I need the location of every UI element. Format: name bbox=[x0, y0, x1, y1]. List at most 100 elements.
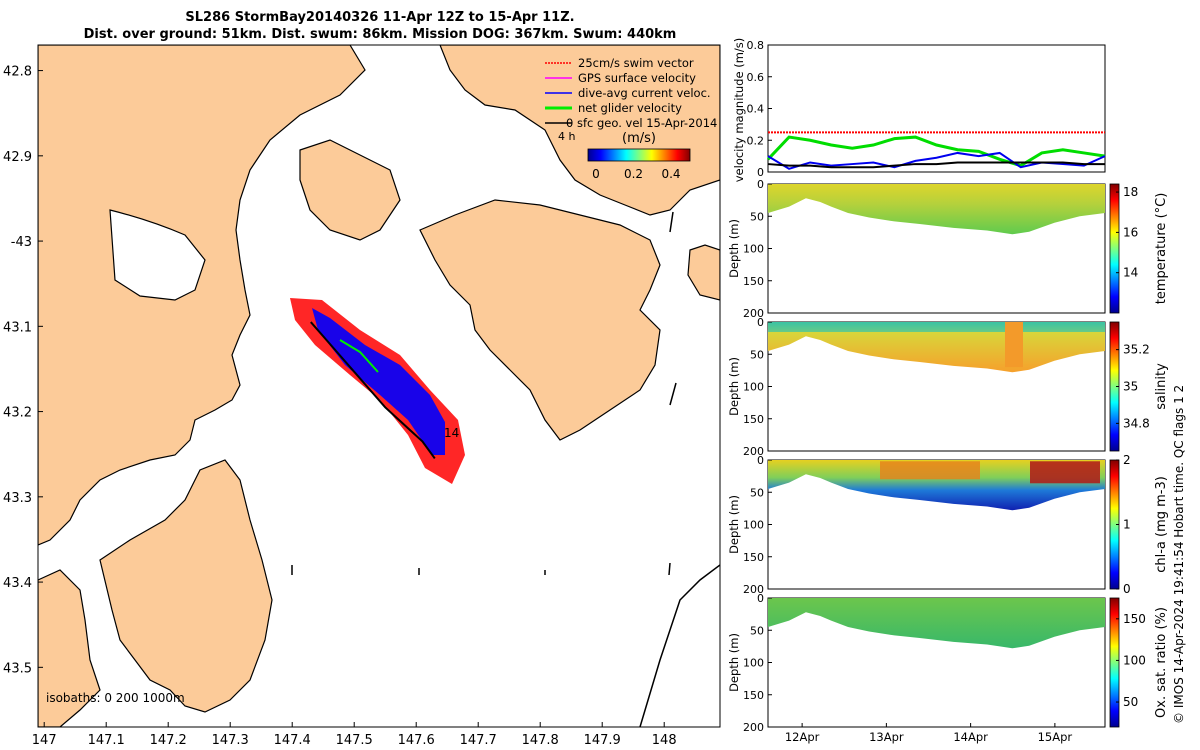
colorbar-tick-label: 100 bbox=[1123, 653, 1146, 667]
section-y-tick-label: 150 bbox=[743, 689, 764, 702]
section-ylabel: Depth (m) bbox=[727, 495, 741, 554]
velocity-series bbox=[766, 131, 1106, 170]
map-x-tick-label: 147.5 bbox=[336, 733, 373, 748]
map-y-tick-label: 43.4 bbox=[3, 576, 32, 591]
section-x-tick-label: 13Apr bbox=[869, 730, 904, 744]
colorbar-tick-label: 35.2 bbox=[1123, 343, 1150, 357]
velocity-axes-frame bbox=[767, 44, 1106, 173]
colorbar-tick-label: 0 bbox=[1123, 582, 1131, 596]
velocity-y-tick-label: 0.2 bbox=[747, 134, 765, 147]
section-panel-temperature: 0 50 100 150 200 Depth (m) 14 16 18 temperature (… bbox=[727, 178, 1169, 320]
section-y-tick-label: 0 bbox=[757, 592, 764, 605]
map-x-tick-label: 147.6 bbox=[398, 733, 435, 748]
current-vector-band bbox=[312, 308, 445, 455]
map-y-tick-label: 43.2 bbox=[3, 406, 32, 421]
arrow-mark bbox=[668, 562, 671, 576]
velocity-series-line bbox=[767, 161, 1105, 169]
legend-item-label: net glider velocity bbox=[578, 101, 682, 115]
section-y-tick-label: 200 bbox=[743, 445, 764, 458]
legend-item-label: 0 sfc geo. vel 15-Apr-2014 bbox=[566, 116, 717, 130]
section-feature bbox=[880, 461, 980, 480]
section-y-tick-label: 200 bbox=[743, 721, 764, 734]
section-y-tick-label: 50 bbox=[750, 348, 764, 361]
land-south-west bbox=[38, 569, 101, 727]
section-x-tick-label: 14Apr bbox=[953, 730, 988, 744]
section-y-tick-label: 200 bbox=[743, 307, 764, 320]
colorbar-tick-label: 0.2 bbox=[624, 167, 643, 181]
map-x-tick-label: 147.7 bbox=[460, 733, 497, 748]
section-y-tick-label: 100 bbox=[743, 243, 764, 256]
track-label: 14 bbox=[444, 426, 459, 440]
map-x-tick-label: 147.3 bbox=[212, 733, 249, 748]
legend-item-label: dive-avg current veloc. bbox=[578, 86, 711, 100]
section-feature bbox=[1005, 322, 1023, 368]
section-colorbar-label: chl-a (mg m-3) bbox=[1154, 476, 1169, 573]
colorbar-tick-label: 16 bbox=[1123, 225, 1138, 239]
land-tasman-island bbox=[687, 244, 720, 301]
colorbar-tick-label: 34.8 bbox=[1123, 416, 1150, 430]
section-data-field bbox=[768, 184, 1105, 235]
section-data-field bbox=[768, 598, 1105, 649]
section-colorbar-label: Ox. sat. ratio (%) bbox=[1154, 607, 1169, 718]
section-x-tick-label: 12Apr bbox=[785, 730, 820, 744]
net-velocity-trace bbox=[339, 339, 379, 373]
section-y-tick-label: 100 bbox=[743, 519, 764, 532]
map-y-tick-label: 43.3 bbox=[3, 491, 32, 506]
colorbar-tick-label: 1 bbox=[1123, 518, 1131, 532]
map-x-tick-label: 147.9 bbox=[584, 733, 621, 748]
velocity-y-tick-label: 0.6 bbox=[747, 71, 765, 84]
section-y-tick-label: 50 bbox=[750, 210, 764, 223]
section-colorbar bbox=[1109, 597, 1120, 728]
figure-title-line2: Dist. over ground: 51km. Dist. swum: 86k… bbox=[83, 27, 677, 42]
velocity-colorbar-ticks: 0 0.2 0.4 bbox=[592, 167, 680, 181]
colorbar-unit: (m/s) bbox=[622, 131, 656, 146]
map-x-tick-label: 147.8 bbox=[522, 733, 559, 748]
colorbar-tick-label: 0 bbox=[592, 167, 600, 181]
velocity-y-tick-label: 0.8 bbox=[747, 39, 765, 52]
map-x-tick-label: 147.2 bbox=[150, 733, 187, 748]
section-y-tick-label: 200 bbox=[743, 583, 764, 596]
land-peninsula-south bbox=[99, 459, 273, 713]
colorbar-tick-label: 0.4 bbox=[661, 167, 680, 181]
velocity-colorbar bbox=[587, 148, 691, 162]
legend-item-label: 25cm/s swim vector bbox=[578, 56, 694, 70]
section-y-tick-label: 100 bbox=[743, 381, 764, 394]
qc-footer: © IMOS 14-Apr-2024 19:41:54 Hobart time.… bbox=[1172, 384, 1186, 724]
section-y-tick-label: 0 bbox=[757, 178, 764, 191]
section-panel-oxygen: 0 50 100 150 200 Depth (m) 50 100 150 Ox. sat. ra… bbox=[727, 592, 1169, 744]
section-surface-layer bbox=[768, 322, 1105, 332]
legend-item-label: GPS surface velocity bbox=[578, 71, 696, 85]
section-colorbar-label: temperature (°C) bbox=[1154, 193, 1169, 305]
velocity-y-tick-label: 0 bbox=[757, 166, 764, 179]
land-forestier bbox=[419, 199, 661, 441]
figure-title-line1: SL286 StormBay20140326 11-Apr 12Z to 15-… bbox=[185, 10, 575, 25]
map-y-tick-label: 42.9 bbox=[3, 150, 32, 165]
colorbar-tick-label: 14 bbox=[1123, 266, 1138, 280]
map-y-tick-label: -43 bbox=[11, 235, 32, 250]
section-y-tick-label: 50 bbox=[750, 624, 764, 637]
section-panel-salinity: 0 50 100 150 200 Depth (m) 34.8 35 35.2 salinity bbox=[727, 316, 1169, 458]
section-y-tick-label: 100 bbox=[743, 657, 764, 670]
map-y-tick-label: 42.8 bbox=[3, 65, 32, 80]
section-y-tick-label: 50 bbox=[750, 486, 764, 499]
velocity-ylabel: velocity magnitude (m/s) bbox=[732, 38, 746, 183]
colorbar-tick-label: 35 bbox=[1123, 380, 1138, 394]
section-ylabel: Depth (m) bbox=[727, 219, 741, 278]
section-x-tick-label: 15Apr bbox=[1038, 730, 1073, 744]
isobath-line bbox=[639, 564, 720, 727]
section-y-tick-label: 150 bbox=[743, 551, 764, 564]
map-y-tick-label: 43.1 bbox=[3, 320, 32, 335]
arrow-mark bbox=[669, 382, 677, 406]
map-x-tick-label: 147 bbox=[32, 733, 57, 748]
sfc-geo-arrows bbox=[291, 211, 677, 576]
land-layer bbox=[38, 45, 720, 727]
map-y-tick-label: 43.5 bbox=[3, 661, 32, 676]
map-axes: 147 147.1 147.2 147.3 147.4 147.5 147.6 147.7 14… bbox=[3, 65, 677, 748]
glider-track: 14 bbox=[290, 298, 465, 484]
track-line bbox=[310, 321, 436, 460]
